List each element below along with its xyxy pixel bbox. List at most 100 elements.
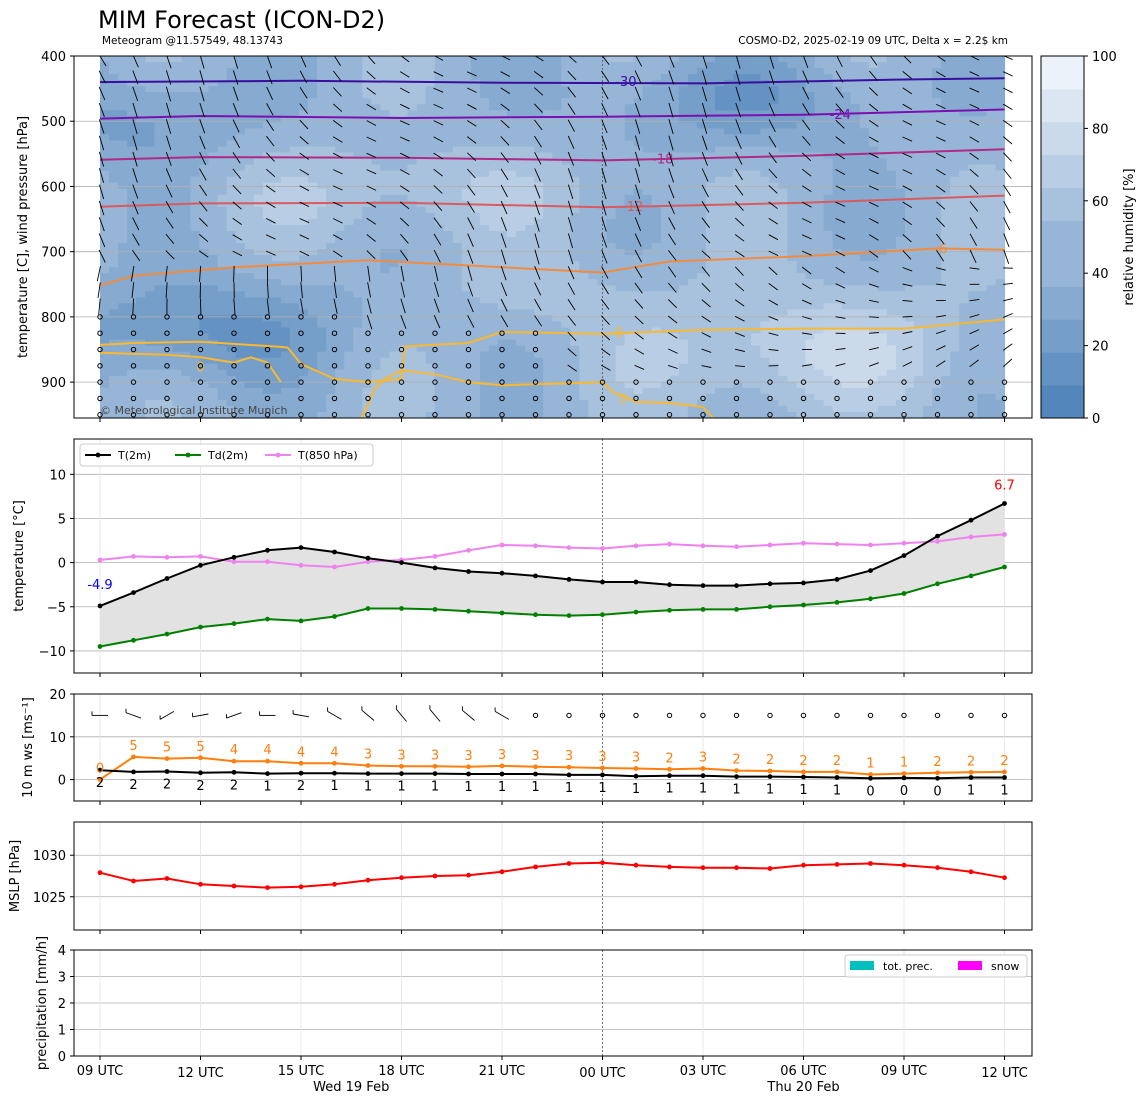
humidity-cell xyxy=(443,393,454,401)
humidity-cell xyxy=(344,146,354,154)
humidity-cell xyxy=(371,345,381,353)
humidity-cell xyxy=(100,309,110,316)
humidity-cell xyxy=(769,387,779,395)
humidity-cell xyxy=(561,200,571,208)
humidity-cell xyxy=(760,261,770,268)
humidity-cell xyxy=(760,243,770,250)
humidity-cell xyxy=(181,279,191,286)
humidity-cell xyxy=(109,110,119,117)
humidity-cell xyxy=(552,285,562,292)
humidity-cell xyxy=(145,267,155,274)
humidity-cell xyxy=(262,146,273,154)
humidity-cell xyxy=(588,224,598,232)
humidity-cell xyxy=(208,387,219,395)
humidity-cell xyxy=(452,92,463,99)
humidity-cell xyxy=(516,122,526,129)
humidity-cell xyxy=(461,188,472,196)
humidity-cell xyxy=(534,231,544,238)
humidity-cell xyxy=(697,92,707,99)
humidity-cell xyxy=(118,98,128,105)
humidity-cell xyxy=(226,243,237,250)
humidity-cell xyxy=(163,92,173,99)
humidity-cell xyxy=(308,116,318,123)
humidity-cell xyxy=(416,237,427,244)
humidity-cell xyxy=(498,249,508,256)
humidity-cell xyxy=(742,249,752,256)
humidity-cell xyxy=(226,116,237,123)
humidity-cell xyxy=(208,237,219,244)
humidity-cell xyxy=(470,176,481,184)
humidity-cell xyxy=(516,146,526,154)
humidity-cell xyxy=(516,182,526,190)
humidity-cell xyxy=(289,412,300,418)
humidity-cell xyxy=(425,249,436,256)
humidity-cell xyxy=(832,273,843,280)
humidity-cell xyxy=(651,369,662,377)
humidity-cell xyxy=(760,224,770,232)
humidity-cell xyxy=(226,92,237,99)
humidity-cell xyxy=(244,176,255,184)
humidity-cell xyxy=(109,369,119,377)
humidity-cell xyxy=(678,315,689,322)
humidity-cell xyxy=(190,303,200,310)
humidity-cell xyxy=(326,152,336,160)
humidity-cell xyxy=(190,375,200,383)
humidity-cell xyxy=(289,255,300,262)
humidity-cell xyxy=(226,357,237,365)
humidity-cell xyxy=(787,249,797,256)
humidity-cell xyxy=(687,237,698,244)
humidity-cell xyxy=(380,393,390,401)
humidity-cell xyxy=(588,140,598,148)
humidity-cell xyxy=(461,243,472,250)
humidity-cell xyxy=(488,357,499,365)
humidity-cell xyxy=(588,231,598,238)
humidity-cell xyxy=(678,92,689,99)
humidity-cell xyxy=(416,249,427,256)
humidity-cell xyxy=(271,327,282,335)
humidity-cell xyxy=(561,309,571,316)
humidity-cell xyxy=(642,68,653,75)
humidity-cell xyxy=(344,393,354,401)
humidity-cell xyxy=(488,261,499,268)
humidity-cell xyxy=(181,74,191,81)
humidity-cell xyxy=(678,399,689,407)
humidity-cell xyxy=(760,291,770,298)
humidity-cell xyxy=(706,128,716,135)
humidity-cell xyxy=(823,122,834,129)
humidity-cell xyxy=(660,297,671,304)
humidity-cell xyxy=(280,363,291,371)
humidity-cell xyxy=(697,321,707,329)
humidity-cell xyxy=(498,243,508,250)
humidity-cell xyxy=(362,86,372,93)
humidity-cell xyxy=(624,285,635,292)
humidity-cell xyxy=(461,291,472,298)
humidity-cell xyxy=(534,164,544,172)
humidity-cell xyxy=(172,363,182,371)
humidity-cell xyxy=(326,206,336,214)
humidity-cell xyxy=(299,134,309,141)
humidity-cell xyxy=(633,218,644,226)
humidity-cell xyxy=(136,387,146,395)
humidity-cell xyxy=(470,188,481,196)
humidity-cell xyxy=(308,56,318,63)
humidity-cell xyxy=(787,333,797,341)
humidity-cell xyxy=(271,412,282,418)
humidity-cell xyxy=(787,339,797,347)
humidity-cell xyxy=(371,74,381,81)
humidity-cell xyxy=(633,369,644,377)
humidity-cell xyxy=(669,176,680,184)
humidity-cell xyxy=(687,110,698,117)
humidity-cell xyxy=(814,363,825,371)
humidity-cell xyxy=(814,68,825,75)
humidity-cell xyxy=(841,273,852,280)
humidity-cell xyxy=(344,98,354,105)
humidity-cell xyxy=(262,56,273,63)
humidity-cell xyxy=(136,134,146,141)
humidity-cell xyxy=(534,218,544,226)
humidity-cell xyxy=(163,381,173,389)
humidity-cell xyxy=(244,158,255,166)
humidity-cell xyxy=(651,412,662,418)
humidity-cell xyxy=(651,303,662,310)
humidity-cell xyxy=(217,170,228,178)
humidity-cell xyxy=(181,327,191,335)
